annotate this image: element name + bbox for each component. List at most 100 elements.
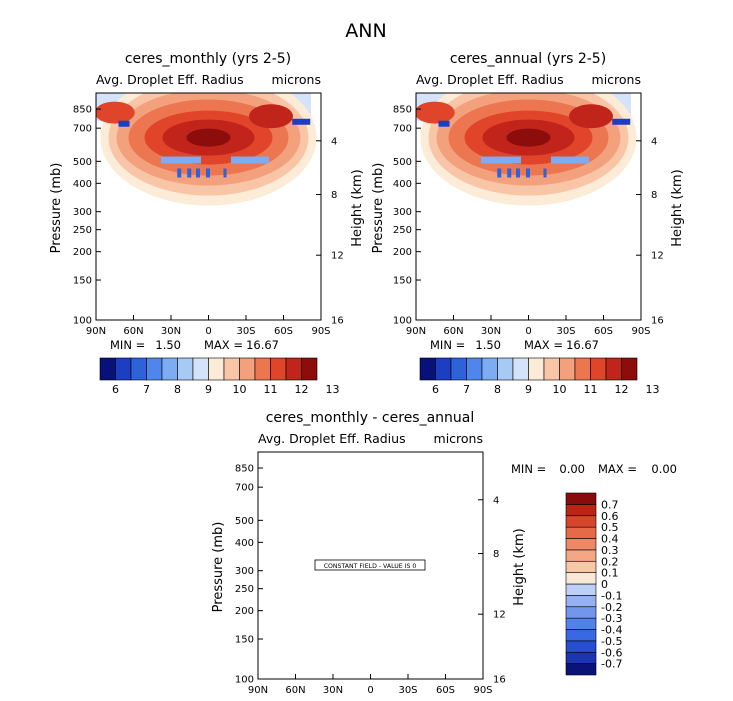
panel-title: ceres_monthly - ceres_annual	[266, 410, 475, 426]
colorbar-label: 11	[584, 383, 598, 396]
colorbar-swatch	[301, 357, 318, 381]
colorbar-swatch	[565, 595, 597, 608]
y-tick-label: 700	[73, 124, 92, 135]
colorbar-swatch	[605, 357, 622, 381]
colorbar-swatch	[565, 526, 597, 539]
colorbar-label: 12	[615, 383, 629, 396]
min-value: 0.00	[559, 462, 585, 476]
y-tick-label: 850	[73, 105, 92, 116]
colorbar-label: 12	[295, 383, 309, 396]
contour-cell	[497, 168, 502, 178]
colorbar-label: -0.3	[601, 612, 622, 625]
x-tick-label: 30S	[398, 685, 417, 696]
colorbar-swatch	[565, 504, 597, 517]
y-tick-label: 200	[235, 606, 254, 617]
colorbar-swatch	[528, 357, 545, 381]
y-tick-label: 200	[73, 247, 92, 258]
y-tick-label: 850	[235, 464, 254, 475]
colorbar-swatch	[565, 560, 597, 573]
y-right-tick-label: 8	[331, 190, 337, 201]
contour-cell	[118, 120, 130, 127]
colorbar-swatch	[565, 629, 597, 642]
max-label: MAX =	[204, 338, 243, 352]
x-tick-label: 90S	[311, 326, 330, 337]
colorbar-swatch	[590, 357, 607, 381]
panel-title: ceres_annual (yrs 2-5)	[450, 51, 606, 67]
contour-cell	[187, 168, 192, 178]
y-right-tick-label: 8	[493, 549, 499, 560]
colorbar-swatch	[565, 606, 597, 619]
colorbar-swatch	[435, 357, 452, 381]
colorbar-label: 8	[494, 383, 501, 396]
y-tick-label: 500	[73, 157, 92, 168]
contour-cell	[438, 120, 450, 127]
y-axis-right-label: Height (km)	[350, 169, 365, 246]
x-tick-label: 30N	[481, 326, 501, 337]
max-value: 16.67	[566, 338, 599, 352]
colorbar-label: 0.1	[601, 567, 619, 580]
y-tick-label: 700	[393, 124, 412, 135]
colorbar-label: 0.4	[601, 533, 619, 546]
colorbar-swatch	[481, 357, 498, 381]
max-value: 16.67	[246, 338, 279, 352]
colorbar-label: 7	[143, 383, 150, 396]
y-right-tick-label: 16	[331, 316, 344, 327]
y-right-tick-label: 12	[651, 251, 664, 262]
variable-label: Avg. Droplet Eff. Radius	[96, 72, 244, 87]
x-tick-label: 60N	[285, 685, 305, 696]
y-tick-label: 300	[393, 207, 412, 218]
contour-cell	[526, 168, 530, 178]
colorbar-swatch	[565, 549, 597, 562]
colorbar-label: 10	[233, 383, 247, 396]
y-tick-label: 100	[73, 316, 92, 327]
y-tick-label: 100	[235, 675, 254, 686]
colorbar-swatch	[565, 538, 597, 551]
colorbar: 0.70.60.50.40.30.20.10-0.1-0.2-0.3-0.4-0…	[565, 492, 622, 676]
y-tick-label: 400	[73, 179, 92, 190]
x-tick-label: 30S	[236, 326, 255, 337]
colorbar-label: 0.3	[601, 544, 619, 557]
colorbar-swatch	[285, 357, 302, 381]
y-tick-label: 200	[393, 247, 412, 258]
constant-field-label: CONSTANT FIELD - VALUE IS 0	[324, 563, 417, 570]
colorbar-swatch	[192, 357, 209, 381]
min-label: MIN =	[511, 462, 546, 476]
contour-cell	[206, 168, 210, 178]
colorbar: 6 7 8 9 10 11 12 13	[99, 357, 340, 396]
colorbar-swatch	[99, 357, 116, 381]
contour-cell	[231, 156, 269, 164]
colorbar-swatch	[466, 357, 483, 381]
contour-band	[186, 128, 231, 147]
colorbar-label: -0.5	[601, 635, 622, 648]
colorbar-label: 6	[112, 383, 119, 396]
contour-band	[416, 101, 455, 124]
colorbar-swatch	[565, 617, 597, 630]
contour-cell	[161, 156, 201, 164]
colorbar-swatch	[130, 357, 147, 381]
contour-field	[96, 93, 317, 206]
colorbar-label: 13	[646, 383, 660, 396]
x-tick-label: 90S	[473, 685, 492, 696]
colorbar-swatch	[161, 357, 178, 381]
colorbar-label: -0.2	[601, 601, 622, 614]
colorbar-swatch	[208, 357, 225, 381]
panel-ceres-annual: ceres_annual (yrs 2-5) Avg. Droplet Eff.…	[371, 51, 685, 396]
colorbar-label: 0	[601, 578, 608, 591]
y-axis-right-label: Height (km)	[512, 528, 527, 605]
x-tick-label: 0	[367, 685, 373, 696]
min-label: MIN =	[430, 338, 465, 352]
y-right-tick-label: 4	[331, 136, 337, 147]
colorbar-label: 8	[174, 383, 181, 396]
colorbar-label: 0.2	[601, 555, 619, 568]
x-tick-label: 60S	[594, 326, 613, 337]
colorbar-swatch	[450, 357, 467, 381]
units-label: microns	[434, 431, 483, 446]
colorbar-swatch	[565, 572, 597, 585]
contour-band	[506, 128, 551, 147]
x-tick-label: 0	[525, 326, 531, 337]
colorbar-label: 6	[432, 383, 439, 396]
y-tick-label: 250	[235, 584, 254, 595]
y-tick-label: 150	[393, 276, 412, 287]
x-tick-label: 60S	[436, 685, 455, 696]
